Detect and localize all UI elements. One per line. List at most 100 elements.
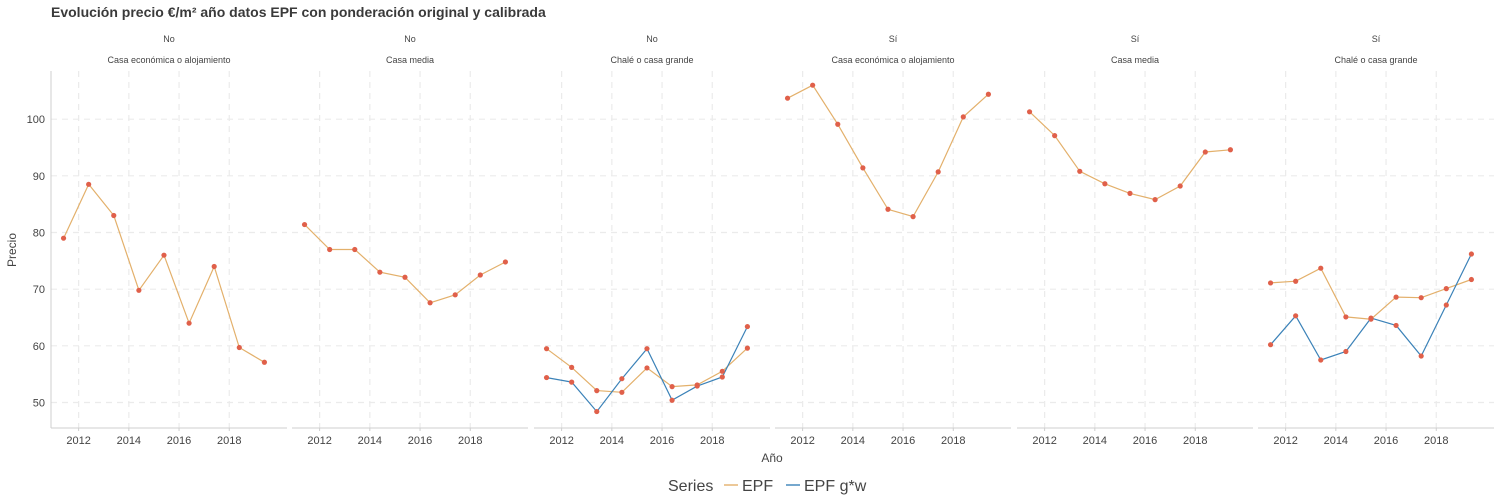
strip-label-bottom: Casa media [386, 55, 434, 65]
data-point [1418, 295, 1424, 301]
data-point [236, 344, 242, 351]
x-tick-label: 2018 [700, 435, 724, 447]
data-point [1443, 302, 1449, 308]
strip-label-top: No [646, 34, 658, 44]
data-point [352, 246, 358, 253]
data-point [377, 269, 383, 275]
x-tick-label: 2016 [408, 435, 432, 447]
y-tick-label: 80 [33, 228, 45, 240]
x-axis-title: Año [761, 451, 783, 465]
data-point [543, 374, 550, 381]
data-point [1227, 147, 1234, 153]
data-point [452, 292, 458, 298]
x-tick-label: 2014 [358, 435, 382, 447]
data-point [935, 169, 941, 175]
data-point [594, 408, 600, 415]
legend-label: EPF g*w [804, 478, 867, 495]
data-point [1318, 357, 1324, 363]
data-point [985, 91, 992, 97]
data-point [1343, 348, 1349, 355]
data-point [569, 379, 575, 385]
y-tick-label: 50 [33, 398, 45, 410]
x-tick-label: 2012 [307, 435, 331, 447]
data-point [1267, 280, 1274, 286]
data-point [594, 388, 600, 394]
data-point [810, 82, 816, 88]
data-point [1418, 353, 1424, 359]
legend-title: Series [668, 478, 713, 495]
x-tick-label: 2014 [117, 435, 141, 447]
x-tick-label: 2018 [941, 435, 965, 447]
data-point [1293, 278, 1299, 284]
data-point [744, 323, 751, 330]
x-tick-label: 2014 [1083, 435, 1107, 447]
data-point [1318, 265, 1324, 271]
data-point [1468, 276, 1475, 283]
x-tick-label: 2012 [66, 435, 90, 447]
x-tick-label: 2014 [1324, 435, 1348, 447]
data-point [960, 114, 966, 120]
strip-label-top: Sí [1372, 34, 1381, 44]
data-point [477, 272, 483, 278]
x-tick-label: 2016 [891, 435, 915, 447]
data-point [301, 221, 308, 228]
data-point [1177, 183, 1183, 189]
data-point [136, 287, 142, 293]
data-point [885, 206, 891, 212]
panel-5: Sí Casa media 2012 2014 2016 2018 [1017, 34, 1253, 447]
data-point [1077, 168, 1083, 174]
series-line-epf [304, 224, 506, 304]
data-point [644, 346, 650, 352]
strip-label-bottom: Chalé o casa grande [1334, 55, 1417, 65]
x-tick-label: 2018 [217, 435, 241, 447]
data-point [1052, 133, 1058, 139]
y-tick-label: 100 [27, 114, 45, 126]
panel-6: Sí Chalé o casa grande 2012 2014 2016 2018 [1258, 34, 1494, 447]
panel-4: Sí Casa económica o alojamiento 2012 2014 20… [775, 34, 1011, 447]
y-tick-label: 60 [33, 341, 45, 353]
data-point [719, 368, 725, 374]
data-point [569, 364, 575, 370]
data-point [1468, 251, 1475, 257]
data-point [1026, 109, 1033, 115]
legend: Series EPF EPF g*w [668, 478, 867, 495]
data-point [1102, 181, 1108, 187]
data-point [1152, 197, 1158, 203]
strip-label-top: No [404, 34, 416, 44]
y-axis-title: Precio [5, 233, 19, 267]
x-tick-label: 2016 [167, 435, 191, 447]
series-line-epf [1029, 111, 1231, 201]
data-point [502, 259, 509, 265]
data-point [543, 346, 550, 352]
chart-title: Evolución precio €/m² año datos EPF con … [51, 4, 546, 20]
panel-2: No Casa media 2012 2014 2016 2018 [292, 34, 528, 447]
x-tick-label: 2012 [790, 435, 814, 447]
data-point [694, 383, 700, 389]
strip-label-top: Sí [1131, 34, 1140, 44]
data-point [327, 246, 333, 253]
strip-label-bottom: Casa media [1111, 55, 1159, 65]
data-point [910, 214, 916, 220]
y-tick-label: 90 [33, 171, 45, 183]
strip-label-bottom: Chalé o casa grande [610, 55, 693, 65]
series-line-epf [63, 183, 265, 363]
data-point [784, 95, 791, 101]
x-tick-label: 2016 [1374, 435, 1398, 447]
data-point [644, 365, 650, 371]
strip-label-top: Sí [889, 34, 898, 44]
strip-label-bottom: Casa económica o alojamiento [107, 55, 230, 65]
strip-label-top: No [163, 34, 175, 44]
data-point [211, 263, 217, 270]
data-point [669, 397, 675, 403]
series-line-epf [1270, 267, 1472, 320]
data-point [86, 181, 92, 187]
x-tick-label: 2016 [650, 435, 674, 447]
data-point [261, 359, 268, 365]
x-tick-label: 2018 [1424, 435, 1448, 447]
x-tick-label: 2018 [458, 435, 482, 447]
data-point [860, 165, 866, 171]
series-line-epf-g-w [1270, 253, 1472, 361]
data-point [60, 235, 67, 241]
data-point [744, 345, 751, 351]
